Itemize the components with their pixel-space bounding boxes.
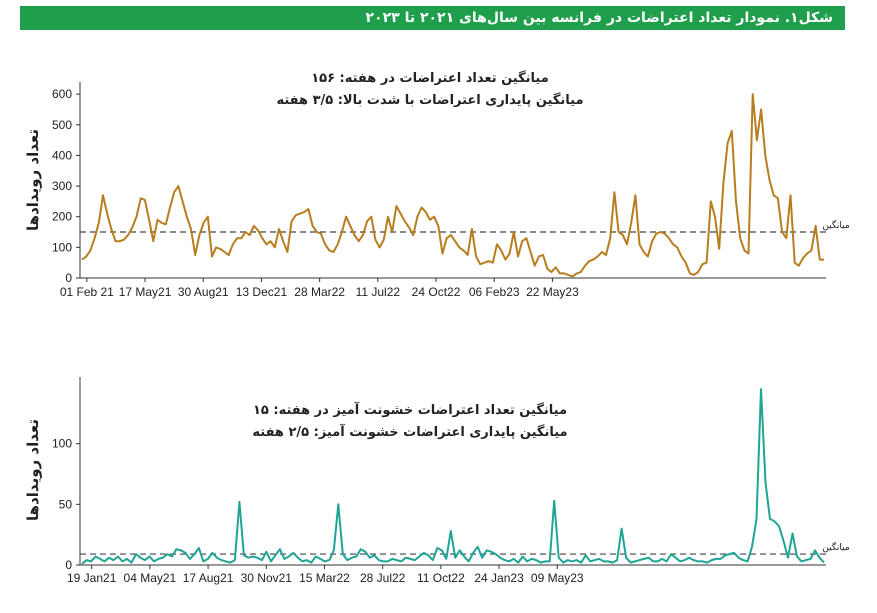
y-tick-label: 600 <box>52 87 72 101</box>
chart-1: 0 100 200 300 400 500 600 01 Feb 21 17 May21 30 A… <box>24 70 850 299</box>
x-tick-label: 17 Aug21 <box>183 571 234 585</box>
y-axis-label: تعداد رویدادها <box>24 129 42 231</box>
annotation-mean-weekly: میانگین تعداد اعتراضات در هفته: ۱۵۶ <box>311 70 549 86</box>
x-tick-label: 13 Dec21 <box>236 285 288 299</box>
annotation-mean-weekly: میانگین تعداد اعتراضات خشونت آمیز در هفت… <box>253 401 567 418</box>
annotation-persistence: میانگین پایداری اعتراضات با شدت بالا: ۳/… <box>276 92 583 108</box>
y-tick-label: 400 <box>52 148 72 162</box>
x-tick-label: 11 Oct22 <box>417 571 465 585</box>
x-tick-label: 15 Mar22 <box>299 571 350 585</box>
x-tick-label: 24 Oct22 <box>412 285 461 299</box>
x-tick-label: 22 May23 <box>526 285 579 299</box>
y-tick-label: 0 <box>65 558 72 572</box>
x-tick-label: 09 May23 <box>531 571 584 585</box>
x-tick-label: 11 Jul22 <box>356 285 401 299</box>
series-line <box>81 388 825 565</box>
y-tick-label: 0 <box>65 271 72 285</box>
y-tick-label: 500 <box>52 118 72 132</box>
y-axis-label: تعداد رویدادها <box>24 419 42 521</box>
x-tick-label: 19 Jan21 <box>67 571 117 585</box>
x-tick-label: 06 Feb23 <box>469 285 520 299</box>
y-tick-label: 50 <box>59 497 73 511</box>
x-tick-label: 30 Aug21 <box>178 285 229 299</box>
y-tick-label: 100 <box>52 240 72 254</box>
figure-title: شکل۱. نمودار تعداد اعتراضات در فرانسه بی… <box>20 6 845 30</box>
x-tick-label: 04 May21 <box>124 571 177 585</box>
mean-label: میانگین <box>822 541 850 553</box>
y-tick-label: 200 <box>52 210 72 224</box>
series-line <box>81 93 824 278</box>
chart-2: 0 50 100 19 Jan21 04 May21 17 Aug21 30 Nov21 15… <box>24 377 850 585</box>
x-tick-label: 17 May21 <box>119 285 172 299</box>
x-tick-label: 01 Feb 21 <box>60 285 114 299</box>
y-tick-label: 100 <box>52 437 72 451</box>
y-tick-label: 300 <box>52 179 72 193</box>
x-tick-label: 24 Jan23 <box>474 571 524 585</box>
annotation-persistence: میانگین پایداری اعتراضات خشونت آمیز: ۲/۵… <box>252 423 567 440</box>
x-tick-label: 28 Jul22 <box>360 571 406 585</box>
x-tick-label: 28 Mar22 <box>294 285 345 299</box>
x-tick-label: 30 Nov21 <box>241 571 293 585</box>
mean-label: میانگین <box>822 219 850 231</box>
